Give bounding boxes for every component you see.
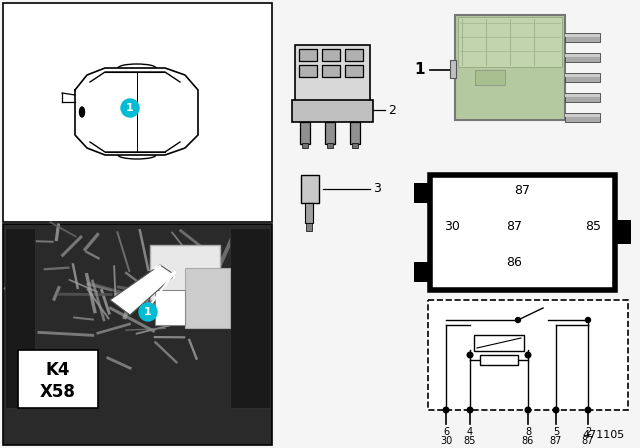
Bar: [345, 65, 363, 77]
Circle shape: [586, 318, 591, 323]
Text: 87: 87: [514, 185, 530, 198]
Text: 2: 2: [388, 103, 396, 116]
Bar: [3, 3, 272, 222]
Circle shape: [121, 99, 139, 117]
Text: 86: 86: [522, 436, 534, 446]
Text: 6: 6: [443, 427, 449, 437]
Text: 86: 86: [506, 255, 522, 268]
Bar: [565, 113, 600, 122]
Text: 2: 2: [585, 427, 591, 437]
Text: 30: 30: [440, 436, 452, 446]
Circle shape: [515, 318, 520, 323]
Bar: [327, 143, 333, 148]
Text: 1: 1: [415, 63, 425, 78]
Text: 5: 5: [553, 427, 559, 437]
Text: 1: 1: [126, 103, 134, 113]
Circle shape: [443, 407, 449, 413]
Bar: [565, 94, 600, 97]
Bar: [302, 143, 308, 148]
Bar: [325, 122, 335, 144]
Bar: [299, 65, 317, 77]
Circle shape: [139, 303, 157, 321]
Bar: [414, 262, 430, 282]
Bar: [299, 49, 317, 61]
Bar: [300, 122, 310, 144]
Polygon shape: [110, 265, 175, 315]
Text: 87: 87: [582, 436, 594, 446]
Circle shape: [467, 352, 473, 358]
Bar: [306, 223, 312, 231]
Bar: [185, 268, 230, 328]
Circle shape: [585, 407, 591, 413]
Circle shape: [467, 407, 473, 413]
Bar: [428, 300, 628, 410]
Bar: [475, 70, 505, 85]
Bar: [150, 245, 220, 300]
Bar: [322, 49, 340, 61]
Bar: [565, 114, 600, 117]
Circle shape: [553, 407, 559, 413]
Bar: [155, 290, 185, 325]
Bar: [565, 74, 600, 77]
Bar: [474, 335, 524, 351]
Bar: [292, 100, 373, 122]
Bar: [430, 175, 615, 290]
Text: 87: 87: [550, 436, 562, 446]
Bar: [455, 15, 565, 120]
Circle shape: [525, 407, 531, 413]
Text: 85: 85: [585, 220, 601, 233]
Text: 87: 87: [506, 220, 522, 233]
Text: X58: X58: [40, 383, 76, 401]
Bar: [450, 60, 456, 78]
Text: 8: 8: [525, 427, 531, 437]
Bar: [295, 45, 370, 115]
Bar: [565, 34, 600, 37]
Circle shape: [525, 352, 531, 358]
Text: 471105: 471105: [583, 430, 625, 440]
Bar: [565, 33, 600, 42]
Bar: [352, 143, 358, 148]
Text: 4: 4: [467, 427, 473, 437]
Bar: [345, 49, 363, 61]
Bar: [18, 350, 98, 408]
Bar: [565, 54, 600, 57]
Bar: [458, 17, 562, 67]
Ellipse shape: [79, 107, 84, 117]
Text: K4: K4: [45, 361, 70, 379]
Text: 85: 85: [464, 436, 476, 446]
Bar: [322, 65, 340, 77]
Bar: [565, 53, 600, 62]
Text: 3: 3: [373, 182, 381, 195]
Bar: [615, 220, 631, 244]
Bar: [565, 93, 600, 102]
Bar: [305, 203, 313, 223]
Bar: [230, 228, 270, 408]
Bar: [3, 224, 272, 445]
Text: 1: 1: [144, 307, 152, 317]
Bar: [414, 183, 430, 203]
Bar: [350, 122, 360, 144]
Text: 30: 30: [444, 220, 460, 233]
Bar: [5, 228, 35, 408]
Bar: [565, 73, 600, 82]
Bar: [301, 175, 319, 203]
Bar: [480, 355, 518, 365]
